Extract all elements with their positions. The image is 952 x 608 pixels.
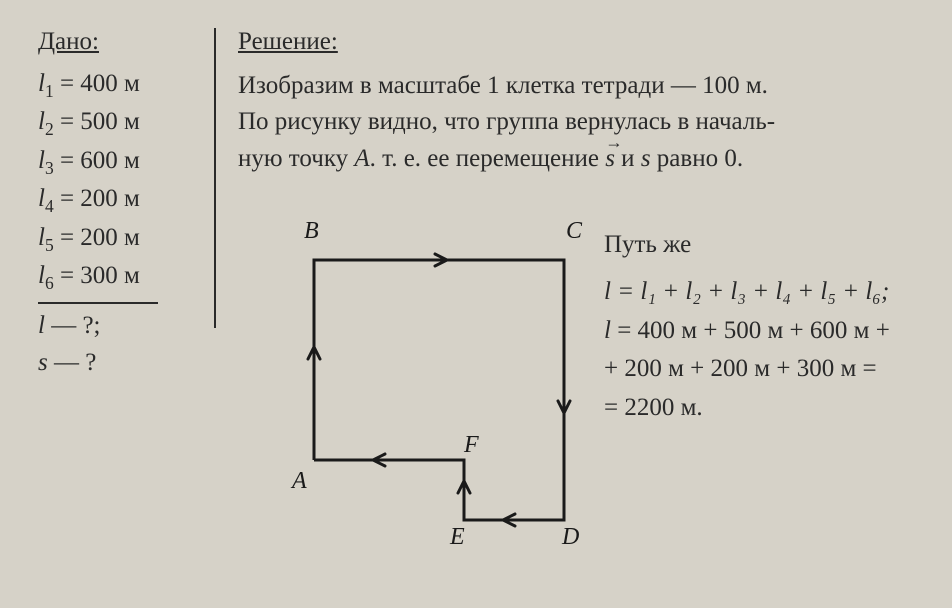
- calc-line-3-tail: = 400 м + 500 м + 600 м +: [617, 317, 890, 344]
- given-line: l5 = 200 м: [38, 220, 208, 258]
- svg-text:A: A: [290, 468, 307, 494]
- path-diagram: A B C D E F: [264, 220, 594, 550]
- given-separator: [38, 302, 158, 304]
- given-line: l4 = 200 м: [38, 181, 208, 219]
- given-line: l6 = 300 м: [38, 258, 208, 296]
- calc-line-3: l = 400 м + 500 м + 600 м +: [604, 312, 944, 351]
- solution-vector-s: s: [605, 145, 615, 172]
- vertical-divider: [214, 28, 216, 328]
- given-title: Дано:: [38, 28, 208, 56]
- solution-scalar-s: s: [641, 145, 651, 172]
- solution-text: Изобразим в масштабе 1 клетка тетради — …: [238, 68, 938, 177]
- solution-para2a: По рисунку видно, что группа вернулась в…: [238, 108, 775, 135]
- solution-para1: Изобразим в масштабе 1 клетка тетради — …: [238, 72, 768, 99]
- svg-text:D: D: [561, 524, 579, 550]
- calc-gap: [604, 265, 944, 273]
- solution-para2b-pre: ную точку: [238, 145, 354, 172]
- calc-block: Путь же l = l₁ + l₂ + l₃ + l₄ + l₅ + l₆;…: [604, 226, 944, 428]
- given-block: Дано: l1 = 400 мl2 = 500 мl3 = 600 мl4 =…: [38, 28, 208, 381]
- given-line: l2 = 500 м: [38, 104, 208, 142]
- solution-block: Решение: Изобразим в масштабе 1 клетка т…: [238, 28, 938, 177]
- svg-text:C: C: [566, 220, 583, 244]
- solution-para2b-end: равно 0.: [651, 145, 744, 172]
- svg-text:E: E: [449, 524, 465, 550]
- svg-text:B: B: [304, 220, 319, 244]
- given-line: l3 = 600 м: [38, 143, 208, 181]
- unknown-l: l — ?;: [38, 308, 208, 344]
- solution-para2b-mid1: . т. е. ее перемещение: [370, 145, 606, 172]
- page-root: Дано: l1 = 400 мl2 = 500 мl3 = 600 мl4 =…: [0, 0, 952, 608]
- unknown-s: s — ?: [38, 345, 208, 381]
- given-line: l1 = 400 м: [38, 66, 208, 104]
- given-lines: l1 = 400 мl2 = 500 мl3 = 600 мl4 = 200 м…: [38, 66, 208, 381]
- calc-line-1: Путь же: [604, 226, 944, 265]
- svg-text:F: F: [463, 432, 479, 458]
- solution-title: Решение:: [238, 28, 938, 56]
- calc-line-4: + 200 м + 200 м + 300 м =: [604, 350, 944, 389]
- solution-point-A: A: [354, 145, 369, 172]
- calc-line-2: l = l₁ + l₂ + l₃ + l₄ + l₅ + l₆;: [604, 273, 944, 312]
- calc-line-5: = 2200 м.: [604, 389, 944, 428]
